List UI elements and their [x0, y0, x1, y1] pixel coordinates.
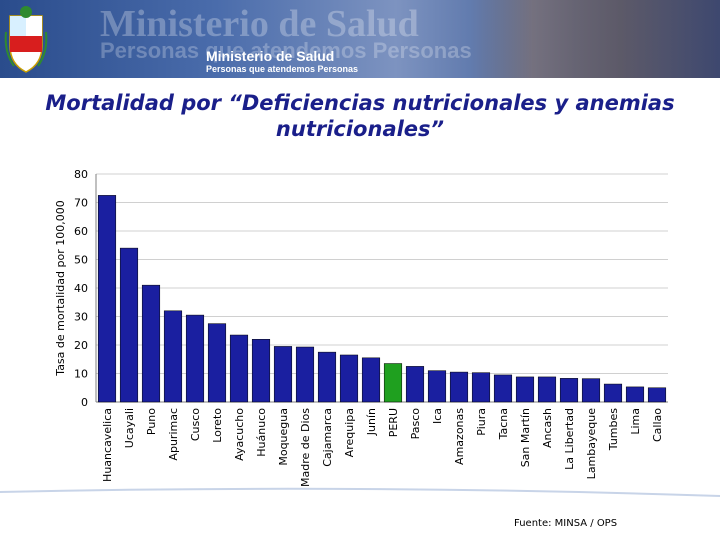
bar [163, 310, 183, 403]
bar [251, 339, 271, 403]
banner-background-title: Ministerio de Salud [100, 3, 419, 45]
bar [185, 314, 205, 403]
y-tick-label: 30 [74, 311, 88, 324]
bar [273, 346, 293, 403]
bar [515, 376, 535, 403]
peru-crest-icon [4, 6, 48, 73]
x-tick-label: San Martín [519, 408, 532, 467]
x-tick-label: Apurimac [167, 408, 180, 461]
y-tick-label: 80 [74, 168, 88, 181]
chart-panel: 0 10 20 30 40 50 60 70 80 Tasa de mortalidad por … [48, 152, 678, 492]
y-tick-label: 50 [74, 254, 88, 267]
bar [537, 376, 557, 403]
x-tick-label: Moquegua [277, 408, 290, 466]
y-tick-label: 70 [74, 197, 88, 210]
x-tick-label: Arequipa [343, 408, 356, 457]
bar [647, 387, 667, 403]
bar-peru [383, 363, 403, 403]
bar [603, 383, 623, 403]
bar [361, 357, 381, 403]
x-tick-label: Ucayali [123, 408, 136, 448]
x-tick-label: Ayacucho [233, 408, 246, 461]
bar [97, 195, 117, 403]
photo-strip [470, 0, 720, 78]
y-tick-label: 0 [81, 396, 88, 409]
bar [119, 247, 139, 403]
bar [559, 378, 579, 403]
ministry-tagline: Personas que atendemos Personas [206, 64, 359, 74]
x-tick-label: Piura [475, 408, 488, 436]
bar [449, 371, 469, 403]
x-tick-label: Cajamarca [321, 408, 334, 467]
x-tick-label: Pasco [409, 408, 422, 440]
x-tick-label: Cusco [189, 408, 202, 441]
x-tick-label: Callao [651, 408, 664, 442]
y-axis-label: Tasa de mortalidad por 100,000 [54, 200, 67, 376]
y-tick-label: 20 [74, 339, 88, 352]
banner-background-subtitle: Personas que atendemos Personas [100, 38, 472, 63]
x-tick-label: Lima [629, 408, 642, 435]
x-tick-label: Ancash [541, 408, 554, 448]
source-note: Fuente: MINSA / OPS [514, 518, 618, 529]
bar-chart: 0 10 20 30 40 50 60 70 80 Tasa de mortalidad por … [54, 168, 668, 487]
slide-title: Mortalidad por “Deficiencias nutricional… [45, 91, 675, 141]
x-tick-label: Tumbes [607, 408, 620, 451]
x-tick-label: Loreto [211, 408, 224, 443]
x-tick-label: La Libertad [563, 408, 576, 470]
x-tick-label: Ica [431, 408, 444, 424]
y-tick-label: 60 [74, 225, 88, 238]
x-tick-label: Amazonas [453, 408, 466, 465]
bar [295, 346, 315, 403]
x-tick-label: PERU [387, 408, 400, 437]
y-tick-label: 40 [74, 282, 88, 295]
header-banner: Ministerio de Salud Personas que atendem… [0, 0, 720, 78]
bar [405, 366, 425, 403]
bar [229, 334, 249, 403]
bar [141, 284, 161, 403]
x-tick-label: Puno [145, 408, 158, 435]
ministry-logo-text: Ministerio de Salud [206, 48, 335, 64]
x-tick-label: Junín [365, 408, 378, 436]
x-tick-label: Lambayeque [585, 408, 598, 480]
bar [427, 370, 447, 403]
bar [471, 372, 491, 403]
bar [317, 351, 337, 403]
decorative-swoosh [0, 487, 720, 497]
bar [493, 374, 513, 403]
y-tick-label: 10 [74, 368, 88, 381]
x-tick-label: Madre de Dios [299, 408, 312, 487]
x-tick-label: Huánuco [255, 408, 268, 457]
bar [625, 386, 645, 403]
x-tick-label: Tacna [497, 408, 510, 440]
bar [339, 354, 359, 403]
bar [581, 378, 601, 403]
x-tick-label: Huancavelica [101, 408, 114, 482]
bar [207, 323, 227, 403]
